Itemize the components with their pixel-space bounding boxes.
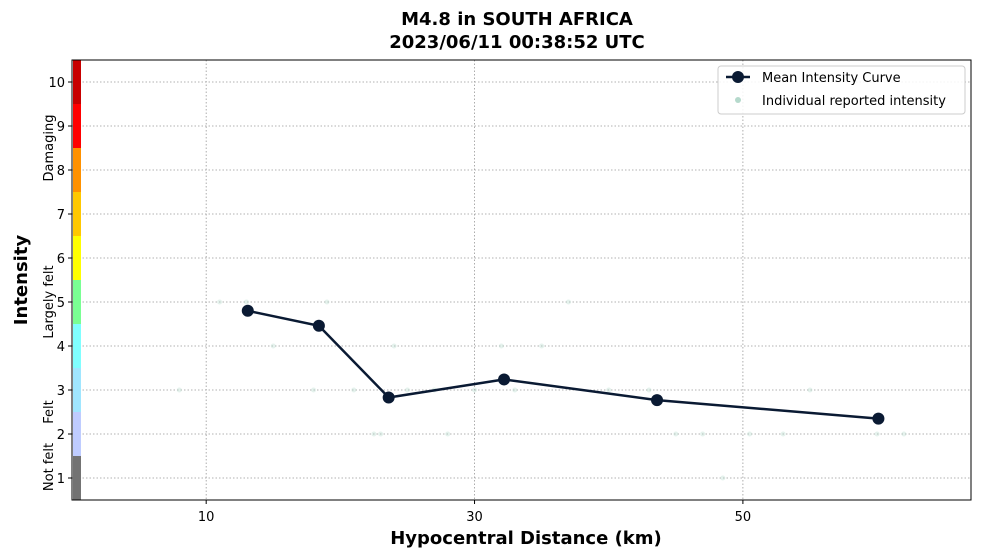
legend-box [717, 65, 966, 115]
scatter-point [673, 431, 679, 437]
legend: Mean Intensity Curve Individual reported… [717, 65, 966, 115]
scatter-point [539, 343, 545, 349]
colorbar-segment [73, 192, 81, 236]
x-axis-label: Hypocentral Distance (km) [390, 528, 662, 549]
mean-curve-point [382, 391, 395, 404]
y-tick-label: 9 [57, 120, 65, 135]
scatter-point [176, 387, 182, 393]
colorbar-segment [73, 280, 81, 324]
intensity-colorbar [73, 60, 81, 500]
scatter-point [606, 387, 612, 393]
legend-marker-swatch [732, 71, 744, 83]
mean-curve-point [651, 394, 664, 407]
y-tick-label: 10 [48, 76, 65, 91]
mean-curve-line [247, 309, 879, 420]
axis-ticks: 1 2 3 4 5 6 7 8 9 10 10 30 50 [48, 76, 751, 525]
mean-intensity-curve [241, 304, 885, 425]
y-tick-label: 6 [57, 252, 65, 267]
band-label: Damaging [42, 115, 57, 182]
individual-reports [176, 299, 907, 481]
colorbar-segment [73, 368, 81, 412]
band-label: Not felt [42, 443, 57, 491]
y-tick-label: 5 [57, 296, 65, 311]
scatter-point [217, 299, 223, 305]
y-tick-label: 7 [57, 208, 65, 223]
scatter-point [391, 343, 397, 349]
legend-label-individual: Individual reported intensity [762, 94, 946, 109]
mean-curve-point [872, 412, 885, 425]
scatter-point [747, 431, 753, 437]
scatter-point [472, 387, 478, 393]
legend-label-mean: Mean Intensity Curve [762, 71, 901, 86]
scatter-point [646, 387, 652, 393]
band-label: Felt [42, 400, 57, 423]
scatter-point [807, 387, 813, 393]
x-tick-label: 10 [198, 510, 215, 525]
scatter-point [378, 431, 384, 437]
y-tick-label: 4 [57, 340, 65, 355]
colorbar-segment [73, 104, 81, 148]
scatter-point [445, 431, 451, 437]
colorbar-segment [73, 324, 81, 368]
scatter-point [874, 431, 880, 437]
x-tick-label: 50 [735, 510, 752, 525]
scatter-point [324, 299, 330, 305]
scatter-point [404, 387, 410, 393]
y-tick-label: 2 [57, 428, 65, 443]
chart-title-line2: 2023/06/11 00:38:52 UTC [389, 32, 645, 53]
colorbar-segment [73, 236, 81, 280]
scatter-point [780, 431, 786, 437]
scatter-point [270, 343, 276, 349]
grid [72, 60, 971, 500]
mean-curve-point [312, 319, 325, 332]
scatter-point [371, 431, 377, 437]
y-axis-label: Intensity [11, 235, 32, 326]
colorbar-segment [73, 412, 81, 456]
scatter-point [498, 343, 504, 349]
band-label: Largely felt [42, 265, 57, 338]
scatter-point [311, 387, 317, 393]
y-tick-label: 3 [57, 384, 65, 399]
scatter-point [700, 431, 706, 437]
mean-curve-point [241, 304, 254, 317]
colorbar-segment [73, 456, 81, 500]
x-tick-label: 30 [466, 510, 483, 525]
y-tick-label: 8 [57, 164, 65, 179]
chart-title-line1: M4.8 in SOUTH AFRICA [401, 9, 633, 30]
legend-scatter-swatch [735, 97, 741, 103]
mean-curve-point [498, 373, 511, 386]
scatter-point [901, 431, 907, 437]
intensity-band-labels: Not felt Felt Largely felt Damaging [42, 115, 57, 492]
colorbar-segment [73, 60, 81, 104]
plot-frame [71, 59, 972, 501]
colorbar-segment [73, 148, 81, 192]
scatter-point [243, 299, 249, 305]
scatter-point [720, 475, 726, 481]
y-tick-label: 1 [57, 472, 65, 487]
scatter-point [565, 299, 571, 305]
scatter-point [351, 387, 357, 393]
scatter-point [512, 387, 518, 393]
